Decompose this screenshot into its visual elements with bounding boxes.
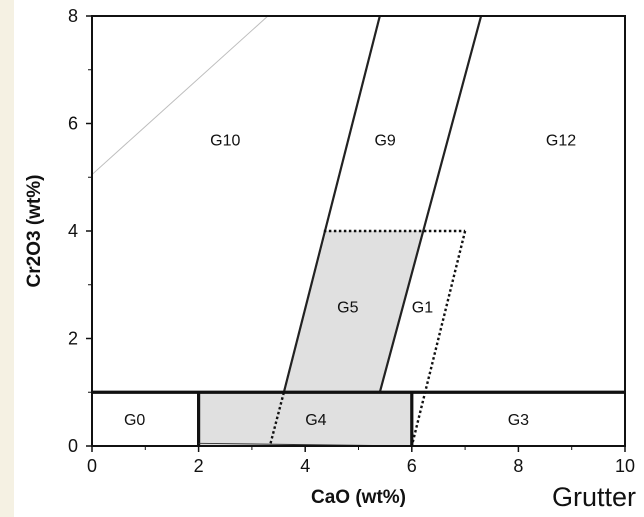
x-tick-label: 8 [513, 456, 523, 476]
y-tick-label: 0 [68, 436, 78, 456]
region-label-g12: G12 [546, 133, 576, 150]
region-label-g1: G1 [412, 299, 433, 316]
y-tick-label: 2 [68, 329, 78, 349]
x-tick-label: 2 [194, 456, 204, 476]
axis-ticks: 0 2 4 6 8 10 0 2 4 6 8 [68, 6, 635, 476]
x-tick-label: 6 [407, 456, 417, 476]
y-axis-label: Cr2O3 (wt%) [24, 175, 45, 288]
region-label-g5: G5 [337, 299, 358, 316]
y-tick-label: 8 [68, 6, 78, 26]
boundary-lines [91, 15, 625, 447]
shaded-region-1 [198, 392, 412, 446]
boundary-line-solid-1 [378, 15, 483, 393]
x-tick-label: 10 [615, 456, 635, 476]
boundary-line-solid-0 [282, 15, 381, 393]
boundary-line-dotted-7 [410, 230, 467, 447]
region-label-g3: G3 [508, 412, 529, 429]
x-axis-label: CaO (wt%) [311, 487, 406, 508]
y-tick-label: 4 [68, 221, 78, 241]
boundary-line-faint-9 [91, 15, 269, 175]
shaded-regions [198, 231, 423, 446]
left-margin-strip [0, 0, 14, 517]
x-tick-label: 0 [87, 456, 97, 476]
region-label-g9: G9 [374, 133, 395, 150]
boundary-line-dotted-8 [269, 391, 286, 444]
y-tick-label: 6 [68, 114, 78, 134]
region-label-g10: G10 [210, 133, 240, 150]
region-labels: G0 G4 G3 G5 G1 G10 G9 G12 [124, 133, 576, 430]
credit-text: Grutter [552, 482, 637, 512]
region-label-g4: G4 [305, 412, 326, 429]
region-label-g0: G0 [124, 412, 145, 429]
x-tick-label: 4 [300, 456, 310, 476]
shaded-region-0 [283, 231, 423, 393]
